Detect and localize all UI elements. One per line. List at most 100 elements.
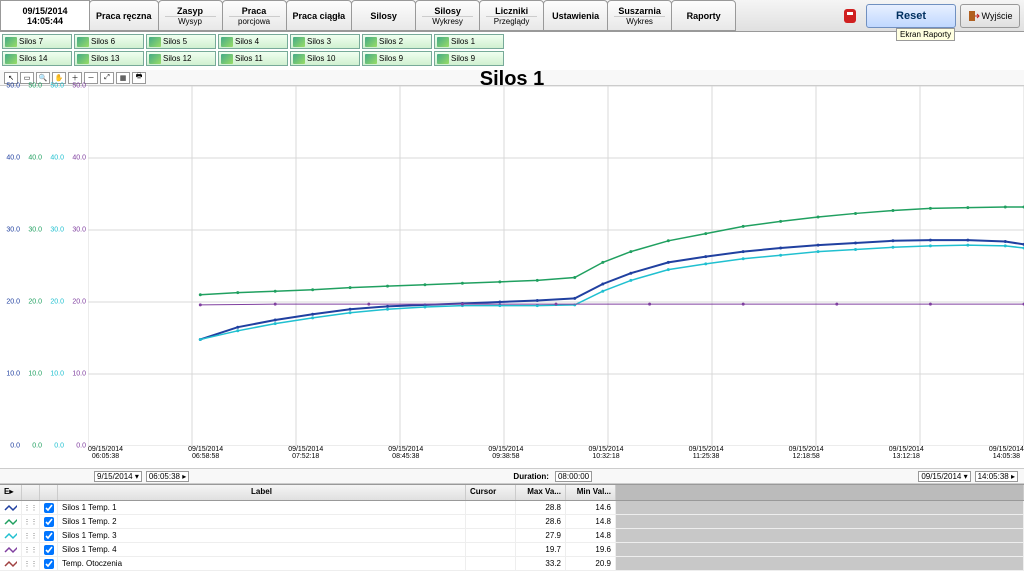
legend-menu-icon[interactable]: ⋮⋮	[22, 501, 40, 514]
legend-col-min: Min Val...	[566, 485, 616, 500]
y-tick: 10.0	[50, 371, 64, 378]
silo-label: Silos 9	[451, 54, 475, 63]
silo-label: Silos 9	[379, 54, 403, 63]
legend-menu-icon[interactable]: ⋮⋮	[22, 529, 40, 542]
y-tick: 50.0	[50, 83, 64, 90]
silo-button[interactable]: Silos 4	[218, 34, 288, 49]
silo-button[interactable]: Silos 7	[2, 34, 72, 49]
nav-tab-0[interactable]: Praca ręczna	[89, 0, 159, 31]
nav-tab-2[interactable]: Pracaporcjowa	[222, 0, 287, 31]
tool-print-icon[interactable]: 🖶	[132, 72, 146, 84]
x-tick: 09/15/201410:32:18	[588, 446, 623, 468]
nav-tab-1[interactable]: ZasypWysyp	[158, 0, 223, 31]
legend-min: 14.8	[566, 529, 616, 542]
nav-tab-9[interactable]: Raporty	[671, 0, 736, 31]
nav-tab-label: Praca ręczna	[96, 11, 152, 21]
y-axis: 0.010.020.030.040.050.0	[66, 86, 88, 446]
legend-checkbox[interactable]	[40, 543, 58, 556]
legend-max: 28.6	[516, 515, 566, 528]
legend-checkbox[interactable]	[40, 515, 58, 528]
nav-tab-4[interactable]: Silosy	[351, 0, 416, 31]
silo-label: Silos 12	[163, 54, 191, 63]
nav-tab-7[interactable]: Ustawienia	[543, 0, 608, 31]
silo-icon	[365, 37, 377, 47]
silo-button[interactable]: Silos 5	[146, 34, 216, 49]
y-tick: 50.0	[72, 83, 86, 90]
silo-button[interactable]: Silos 3	[290, 34, 360, 49]
silo-icon	[5, 54, 17, 64]
y-tick: 10.0	[28, 371, 42, 378]
legend-menu-icon[interactable]: ⋮⋮	[22, 515, 40, 528]
y-tick: 10.0	[72, 371, 86, 378]
y-tick: 50.0	[6, 83, 20, 90]
legend-min: 20.9	[566, 557, 616, 570]
tool-fit-icon[interactable]: ⤢	[100, 72, 114, 84]
silo-label: Silos 3	[307, 37, 331, 46]
silo-button[interactable]: Silos 6	[74, 34, 144, 49]
legend-cursor	[466, 529, 516, 542]
legend-rest	[616, 501, 1024, 514]
y-tick: 0.0	[54, 443, 64, 450]
legend-row[interactable]: ⋮⋮ Silos 1 Temp. 4 19.7 19.6	[0, 543, 1024, 557]
nav-tab-6[interactable]: LicznikiPrzeglądy	[479, 0, 544, 31]
silo-button[interactable]: Silos 9	[434, 51, 504, 66]
silo-label: Silos 10	[307, 54, 335, 63]
nav-tab-sublabel: Wykresy	[422, 16, 473, 26]
x-tick: 09/15/201413:12:18	[889, 446, 924, 468]
reset-button[interactable]: Reset	[866, 4, 956, 28]
silo-button[interactable]: Silos 12	[146, 51, 216, 66]
legend-label: Silos 1 Temp. 3	[58, 529, 466, 542]
legend-row[interactable]: ⋮⋮ Temp. Otoczenia 33.2 20.9	[0, 557, 1024, 571]
alarm-icon[interactable]	[838, 4, 862, 28]
nav-tab-label: Ustawienia	[552, 11, 599, 21]
y-tick: 40.0	[72, 155, 86, 162]
silo-icon	[437, 37, 449, 47]
x-tick: 09/15/201406:58:58	[188, 446, 223, 468]
legend-col-cursor: Cursor	[466, 485, 516, 500]
silo-icon	[221, 37, 233, 47]
silo-button[interactable]: Silos 10	[290, 51, 360, 66]
legend-menu-icon[interactable]: ⋮⋮	[22, 543, 40, 556]
end-date-picker[interactable]: 09/15/2014 ▾	[918, 471, 970, 482]
y-tick: 30.0	[6, 227, 20, 234]
top-toolbar: 09/15/2014 14:05:44 Praca ręcznaZasypWys…	[0, 0, 1024, 32]
legend-row[interactable]: ⋮⋮ Silos 1 Temp. 1 28.8 14.6	[0, 501, 1024, 515]
exit-button[interactable]: Wyjście	[960, 4, 1020, 28]
silo-icon	[77, 54, 89, 64]
end-time-picker[interactable]: 14:05:38 ▸	[975, 471, 1018, 482]
legend-checkbox[interactable]	[40, 557, 58, 570]
legend-line-icon	[0, 543, 22, 556]
legend-col-rest	[616, 485, 1024, 500]
nav-tab-label: Suszarnia	[618, 6, 661, 16]
chart-title: Silos 1	[312, 68, 712, 91]
legend-label: Silos 1 Temp. 2	[58, 515, 466, 528]
duration-value[interactable]: 08:00:00	[555, 471, 592, 482]
x-tick: 09/15/201408:45:38	[388, 446, 423, 468]
date-label: 09/15/2014	[22, 6, 67, 16]
legend-min: 14.6	[566, 501, 616, 514]
nav-tab-5[interactable]: SilosyWykresy	[415, 0, 480, 31]
start-time-picker[interactable]: 06:05:38 ▸	[146, 471, 189, 482]
y-tick: 20.0	[50, 299, 64, 306]
legend-row[interactable]: ⋮⋮ Silos 1 Temp. 3 27.9 14.8	[0, 529, 1024, 543]
silo-icon	[293, 54, 305, 64]
legend-checkbox[interactable]	[40, 501, 58, 514]
silo-label: Silos 14	[19, 54, 47, 63]
tool-grid-icon[interactable]: ▦	[116, 72, 130, 84]
legend-checkbox[interactable]	[40, 529, 58, 542]
legend-row[interactable]: ⋮⋮ Silos 1 Temp. 2 28.6 14.8	[0, 515, 1024, 529]
legend-line-icon	[0, 501, 22, 514]
silo-selector: Silos 1 Silos 7Silos 6Silos 5Silos 4 Silo…	[0, 32, 1024, 70]
tooltip: Ekran Raporty	[896, 28, 955, 41]
silo-button[interactable]: Silos 11	[218, 51, 288, 66]
start-date-picker[interactable]: 9/15/2014 ▾	[94, 471, 142, 482]
silo-button[interactable]: Silos 9	[362, 51, 432, 66]
legend-menu-icon[interactable]: ⋮⋮	[22, 557, 40, 570]
silo-button[interactable]: Silos 13	[74, 51, 144, 66]
nav-tab-8[interactable]: SuszarniaWykres	[607, 0, 672, 31]
silo-button[interactable]: Silos 1	[434, 34, 504, 49]
silo-button[interactable]: Silos 2	[362, 34, 432, 49]
legend-min: 14.8	[566, 515, 616, 528]
silo-button[interactable]: Silos 14	[2, 51, 72, 66]
nav-tab-3[interactable]: Praca ciągła	[286, 0, 353, 31]
